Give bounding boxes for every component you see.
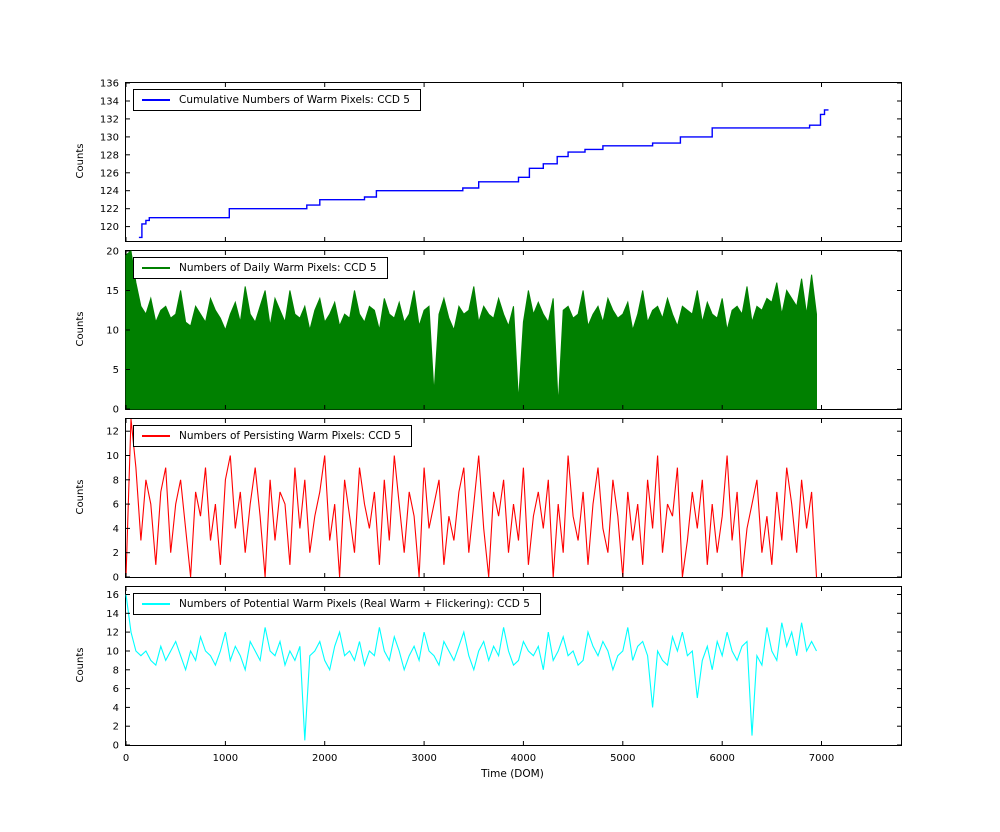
svg-text:120: 120	[100, 222, 119, 233]
svg-text:6: 6	[113, 684, 119, 695]
svg-text:5: 5	[113, 365, 119, 376]
persisting-chart-svg: 0 2 4 6 8 10 12	[106, 418, 901, 584]
legend-daily: Numbers of Daily Warm Pixels: CCD 5	[133, 257, 388, 279]
panel-cumulative: Counts 120 122 124 126 128 130 132 134 136 Cumul…	[75, 79, 902, 242]
svg-text:4000: 4000	[511, 753, 536, 764]
legend-line-sample-potential	[142, 603, 170, 605]
cumulative-chart-svg: 120 122 124 126 128 130 132 134 136	[100, 79, 901, 241]
svg-text:126: 126	[100, 168, 119, 179]
legend-label-potential: Numbers of Potential Warm Pixels (Real W…	[179, 598, 530, 610]
panel-daily: Counts 0 5 10 15 20 Numbers of Daily Warm Pi…	[75, 247, 902, 416]
legend-line-sample-cumulative	[142, 99, 170, 101]
y-axis-label-potential: Counts	[74, 647, 86, 683]
svg-text:10: 10	[106, 647, 119, 658]
svg-text:2: 2	[113, 548, 119, 559]
svg-text:4: 4	[113, 524, 119, 535]
svg-text:6: 6	[113, 500, 119, 511]
legend-line-sample-persisting	[142, 435, 170, 437]
svg-text:6000: 6000	[709, 753, 734, 764]
svg-text:0: 0	[123, 753, 129, 764]
daily-chart-svg: 0 5 10 15 20	[106, 247, 901, 416]
x-axis-label: Time (DOM)	[481, 768, 544, 780]
svg-text:14: 14	[106, 609, 119, 620]
svg-text:124: 124	[100, 186, 119, 197]
svg-text:130: 130	[100, 132, 119, 143]
potential-chart-svg: 0 2 4 6 8 10 12 14 16 0 1000 2000 3000 4000 5000 6000 70…	[106, 587, 901, 764]
y-axis-label-cumulative: Counts	[74, 143, 86, 179]
svg-text:0: 0	[113, 573, 119, 584]
plot-area-potential: 0 2 4 6 8 10 12 14 16 0 1000 2000 3000 4000 5000 6000 70…	[106, 586, 902, 764]
legend-potential: Numbers of Potential Warm Pixels (Real W…	[133, 593, 541, 615]
legend-line-sample-daily	[142, 267, 170, 269]
svg-text:4: 4	[113, 703, 119, 714]
y-axis-label-persisting: Counts	[74, 479, 86, 515]
legend-label-daily: Numbers of Daily Warm Pixels: CCD 5	[179, 262, 377, 274]
plot-area-daily: 0 5 10 15 20 Numbers of Daily Warm Pixels: C…	[106, 247, 902, 416]
svg-text:8: 8	[113, 665, 119, 676]
svg-text:2000: 2000	[312, 753, 337, 764]
svg-text:5000: 5000	[610, 753, 635, 764]
panel-persisting: Counts 0 2 4 6 8 10 12 Numbers of Persisting W…	[75, 418, 902, 584]
svg-text:128: 128	[100, 150, 119, 161]
svg-text:3000: 3000	[411, 753, 436, 764]
svg-text:1000: 1000	[213, 753, 238, 764]
svg-text:10: 10	[106, 326, 119, 337]
svg-text:2: 2	[113, 722, 119, 733]
svg-text:12: 12	[106, 427, 119, 438]
y-axis-label-daily: Counts	[74, 311, 86, 347]
legend-label-persisting: Numbers of Persisting Warm Pixels: CCD 5	[179, 430, 401, 442]
plot-area-cumulative: 120 122 124 126 128 130 132 134 136 Cumulative N…	[100, 79, 902, 242]
legend-cumulative: Cumulative Numbers of Warm Pixels: CCD 5	[133, 89, 421, 111]
svg-text:20: 20	[106, 247, 119, 258]
legend-persisting: Numbers of Persisting Warm Pixels: CCD 5	[133, 425, 412, 447]
svg-text:12: 12	[106, 628, 119, 639]
svg-text:7000: 7000	[809, 753, 834, 764]
panel-potential: Counts 0 2 4 6 8 10 12 14 16 0 1000 2000 3000 4000 500…	[75, 586, 902, 764]
svg-text:132: 132	[100, 114, 119, 125]
svg-text:136: 136	[100, 79, 119, 90]
svg-text:8: 8	[113, 475, 119, 486]
svg-text:122: 122	[100, 204, 119, 215]
svg-text:15: 15	[106, 286, 119, 297]
svg-text:10: 10	[106, 451, 119, 462]
svg-text:16: 16	[106, 590, 119, 601]
legend-label-cumulative: Cumulative Numbers of Warm Pixels: CCD 5	[179, 94, 410, 106]
plot-area-persisting: 0 2 4 6 8 10 12 Numbers of Persisting Warm Pix…	[106, 418, 902, 584]
svg-text:0: 0	[113, 741, 119, 752]
svg-text:134: 134	[100, 97, 119, 108]
svg-text:0: 0	[113, 405, 119, 416]
